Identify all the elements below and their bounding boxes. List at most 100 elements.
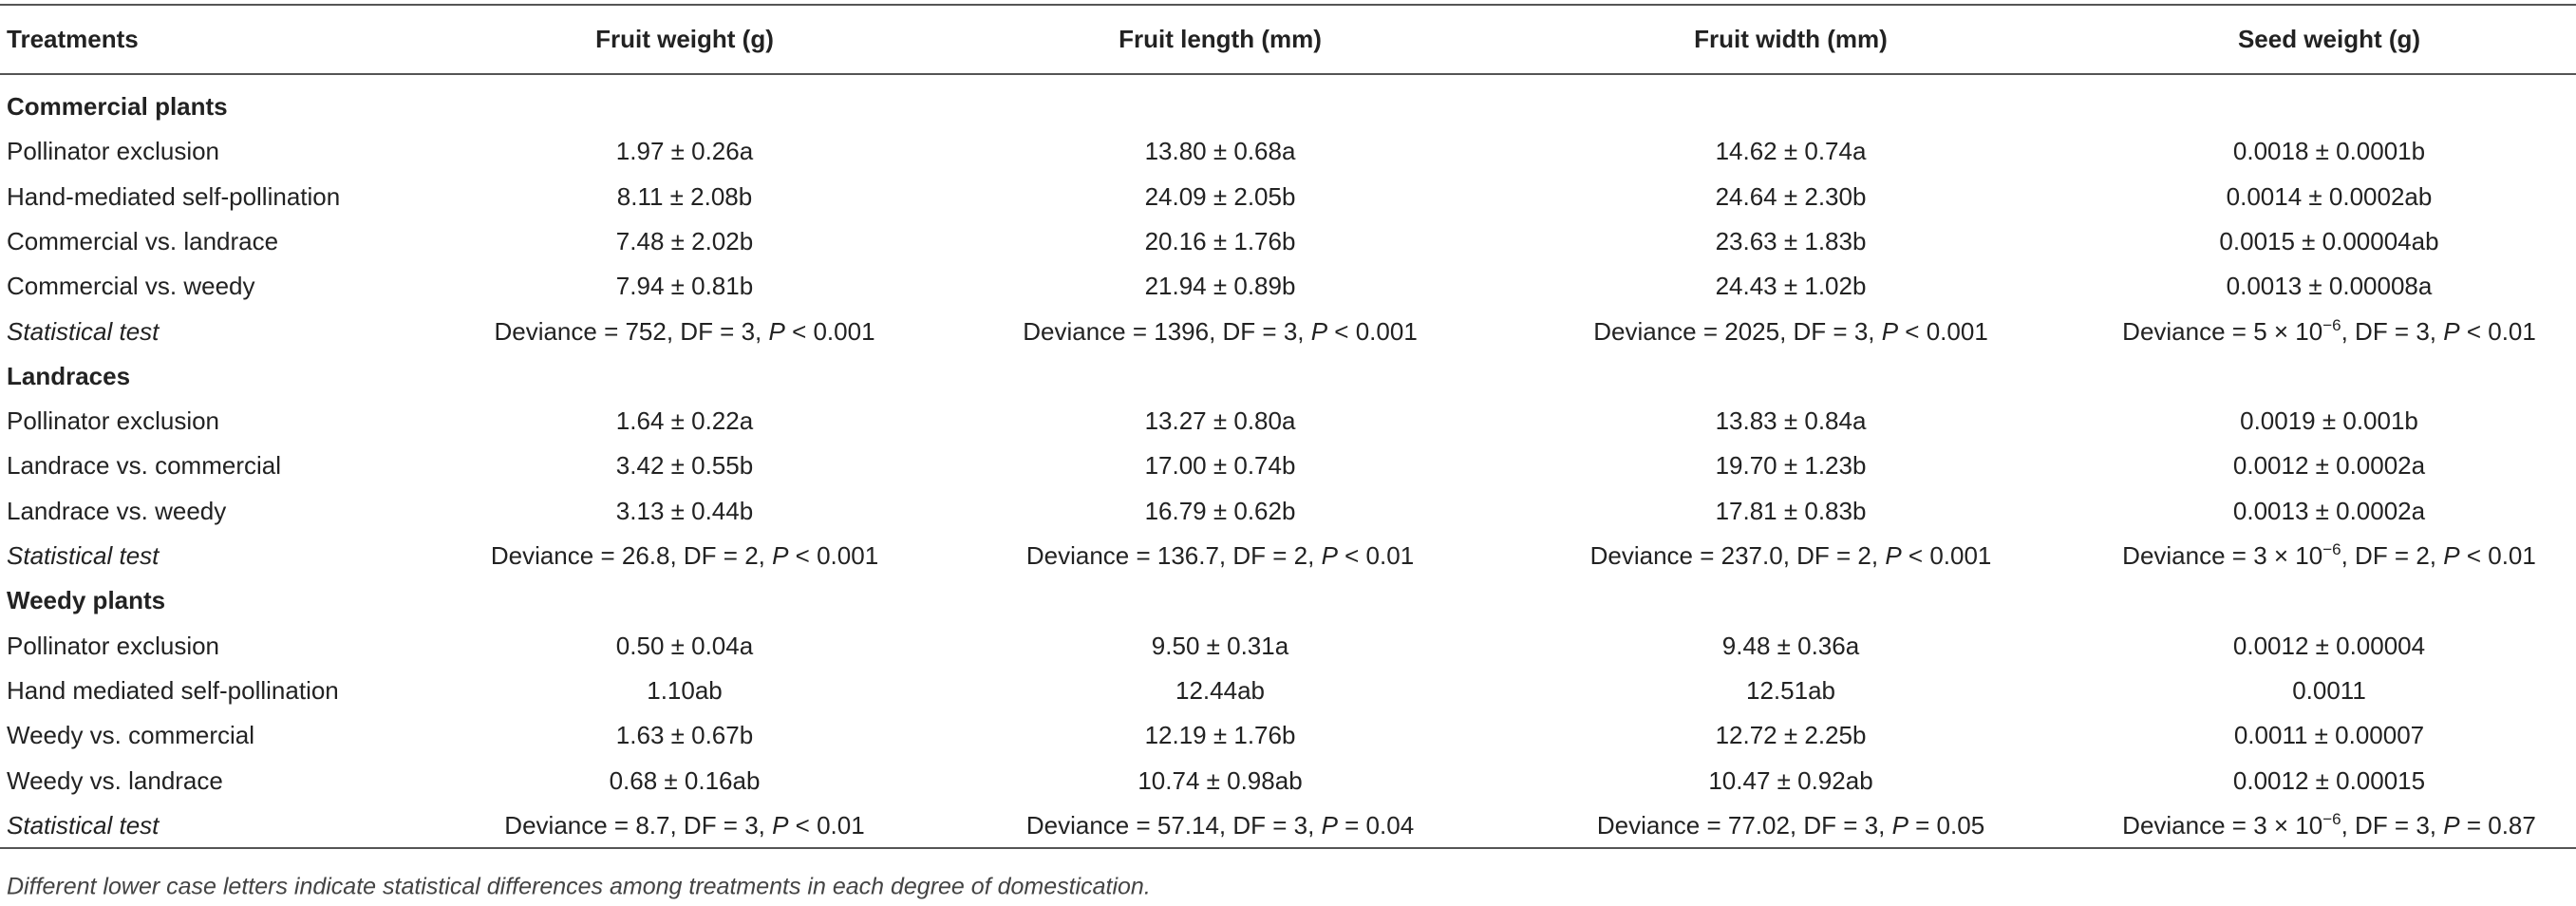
p-value: < 0.01 <box>2459 316 2536 346</box>
p-symbol: P <box>768 316 785 346</box>
value-cell: 1.97 ± 0.26a <box>615 137 754 166</box>
value-cell: 0.0012 ± 0.0002a <box>2232 451 2426 481</box>
p-symbol: P <box>1881 316 1899 346</box>
p-symbol: P <box>2443 541 2460 570</box>
value-cell: 16.79 ± 0.62b <box>1144 496 1296 525</box>
deviance: Deviance = 57.14, DF = 3, <box>1025 810 1322 840</box>
column-header: Fruit length (mm) <box>1119 25 1322 53</box>
value-cell: 19.70 ± 1.23b <box>1715 451 1867 481</box>
value-cell: 21.94 ± 0.89b <box>1144 272 1296 301</box>
deviance: Deviance = 8.7, DF = 3, <box>504 810 773 840</box>
p-value: < 0.001 <box>1898 316 1988 346</box>
value-cell: 20.16 ± 1.76b <box>1144 226 1296 255</box>
treatment: Pollinator exclusion <box>7 137 220 166</box>
stat-test-cell: Deviance = 2025, DF = 3, P < 0.001 <box>1593 319 1988 344</box>
stat-test-cell: Deviance = 136.7, DF = 2, P < 0.01 <box>1026 543 1414 568</box>
value-cell: 8.11 ± 2.08b <box>616 181 753 211</box>
df: , DF = 3, <box>2341 316 2444 346</box>
p-value: < 0.01 <box>2459 541 2536 570</box>
stat-test-cell: Deviance = 8.7, DF = 3, P < 0.01 <box>504 813 864 838</box>
value-cell: 12.19 ± 1.76b <box>1144 721 1296 750</box>
value-cell: 7.48 ± 2.02b <box>615 226 754 255</box>
value-cell: 23.63 ± 1.83b <box>1715 226 1867 255</box>
value-cell: 0.0013 ± 0.0002a <box>2232 496 2426 525</box>
column-header: Treatments <box>7 25 139 53</box>
p-symbol: P <box>1321 810 1338 840</box>
footnote: Different lower case letters indicate st… <box>7 873 1151 900</box>
treatment: Hand-mediated self-pollination <box>7 181 341 211</box>
column-header: Fruit weight (g) <box>595 25 774 53</box>
deviance: Deviance = 77.02, DF = 3, <box>1596 810 1892 840</box>
treatment: Landrace vs. weedy <box>7 496 227 525</box>
stat-test-cell: Deviance = 26.8, DF = 2, P < 0.001 <box>491 543 878 568</box>
stat-test-cell: Deviance = 1396, DF = 3, P < 0.001 <box>1023 319 1418 344</box>
section-title: Landraces <box>7 361 131 390</box>
p-value: = 0.05 <box>1908 810 1985 840</box>
value-cell: 9.50 ± 0.31a <box>1151 631 1289 660</box>
treatment: Landrace vs. commercial <box>7 451 281 481</box>
p-value: < 0.001 <box>1327 316 1418 346</box>
stat-test-label: Statistical test <box>7 316 160 346</box>
deviance: Deviance = 3 × 10 <box>2122 810 2323 840</box>
value-cell: 12.44ab <box>1175 675 1265 705</box>
value-cell: 0.50 ± 0.04a <box>615 631 754 660</box>
p-symbol: P <box>772 810 789 840</box>
treatment: Commercial vs. landrace <box>7 226 279 255</box>
value-cell: 13.27 ± 0.80a <box>1144 406 1296 436</box>
stat-test-cell: Deviance = 57.14, DF = 3, P = 0.04 <box>1026 813 1414 838</box>
value-cell: 0.68 ± 0.16ab <box>609 765 761 795</box>
value-cell: 1.63 ± 0.67b <box>615 721 754 750</box>
p-symbol: P <box>1891 810 1908 840</box>
df: , DF = 2, <box>2341 541 2444 570</box>
value-cell: 0.0011 <box>2292 675 2366 705</box>
rule-bottom <box>0 847 2576 849</box>
treatment: Pollinator exclusion <box>7 631 220 660</box>
value-cell: 0.0012 ± 0.00015 <box>2232 765 2426 795</box>
value-cell: 12.72 ± 2.25b <box>1715 721 1867 750</box>
value-cell: 17.00 ± 0.74b <box>1144 451 1296 481</box>
p-value: < 0.01 <box>1337 541 1415 570</box>
deviance: Deviance = 26.8, DF = 2, <box>490 541 773 570</box>
stat-test-cell: Deviance = 752, DF = 3, P < 0.001 <box>494 319 874 344</box>
p-symbol: P <box>1310 316 1328 346</box>
value-cell: 1.64 ± 0.22a <box>615 406 754 436</box>
stat-test-label: Statistical test <box>7 810 160 840</box>
deviance: Deviance = 237.0, DF = 2, <box>1589 541 1886 570</box>
value-cell: 14.62 ± 0.74a <box>1715 137 1867 166</box>
stat-test-cell: Deviance = 3 × 10−6, DF = 2, P < 0.01 <box>2122 540 2536 570</box>
value-cell: 0.0015 ± 0.00004ab <box>2219 226 2439 255</box>
value-cell: 0.0012 ± 0.00004 <box>2232 631 2426 660</box>
deviance: Deviance = 752, DF = 3, <box>494 316 769 346</box>
value-cell: 12.51ab <box>1746 675 1835 705</box>
rule-header <box>0 73 2576 75</box>
value-cell: 3.42 ± 0.55b <box>615 451 754 481</box>
p-value: = 0.87 <box>2459 810 2536 840</box>
stat-test-cell: Deviance = 77.02, DF = 3, P = 0.05 <box>1597 813 1984 838</box>
column-header: Fruit width (mm) <box>1694 25 1888 53</box>
df: , DF = 3, <box>2341 810 2444 840</box>
value-cell: 17.81 ± 0.83b <box>1715 496 1867 525</box>
value-cell: 24.64 ± 2.30b <box>1715 181 1867 211</box>
treatment: Weedy vs. commercial <box>7 721 255 750</box>
value-cell: 13.83 ± 0.84a <box>1715 406 1867 436</box>
p-value: < 0.001 <box>788 541 879 570</box>
p-value: < 0.01 <box>788 810 865 840</box>
p-value: < 0.001 <box>1901 541 1992 570</box>
p-symbol: P <box>1885 541 1902 570</box>
column-header: Seed weight (g) <box>2237 25 2421 53</box>
value-cell: 24.09 ± 2.05b <box>1144 181 1296 211</box>
value-cell: 24.43 ± 1.02b <box>1715 272 1867 301</box>
value-cell: 0.0018 ± 0.0001b <box>2232 137 2426 166</box>
treatment: Commercial vs. weedy <box>7 272 255 301</box>
exponent: −6 <box>2322 809 2341 828</box>
p-symbol: P <box>1321 541 1338 570</box>
value-cell: 9.48 ± 0.36a <box>1721 631 1860 660</box>
deviance: Deviance = 136.7, DF = 2, <box>1025 541 1322 570</box>
value-cell: 10.47 ± 0.92ab <box>1708 765 1873 795</box>
stat-test-cell: Deviance = 237.0, DF = 2, P < 0.001 <box>1590 543 1992 568</box>
value-cell: 13.80 ± 0.68a <box>1144 137 1296 166</box>
stat-test-label: Statistical test <box>7 541 160 570</box>
deviance: Deviance = 5 × 10 <box>2122 316 2323 346</box>
exponent: −6 <box>2322 540 2341 558</box>
